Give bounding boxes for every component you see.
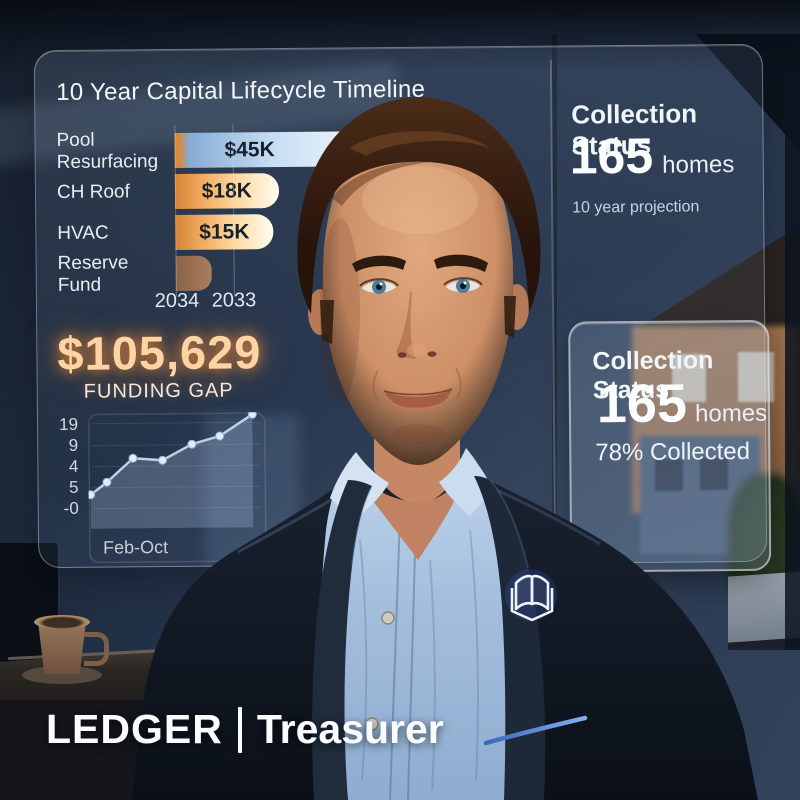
shirt-button (381, 611, 395, 625)
face (308, 118, 529, 465)
window-frame-left (552, 34, 557, 650)
open-book-logo-icon (505, 569, 557, 622)
saucer (22, 666, 102, 684)
right-eyebrow (434, 254, 488, 272)
coffee-mug-handle (84, 632, 109, 666)
right-eye (443, 277, 483, 293)
trend-area-chart (87, 412, 267, 564)
shirt-button (365, 717, 379, 731)
brand-role: Treasurer (256, 706, 444, 752)
ceiling-shadow (0, 0, 800, 72)
house-window (738, 352, 774, 402)
brand-wordmark: LEDGER Treasurer (46, 706, 444, 753)
left-eye (359, 278, 399, 294)
window-frame-right (785, 34, 800, 650)
house-window (672, 354, 706, 402)
left-eyebrow (352, 255, 406, 272)
pocket-square-trim (483, 715, 588, 746)
brand-name: LEDGER (46, 706, 223, 752)
house-window-dark (655, 459, 683, 491)
coffee-mug (38, 622, 86, 674)
house-window-dark (700, 458, 728, 490)
mouth (383, 388, 453, 411)
shirt (317, 458, 509, 800)
suit-lapels (312, 476, 546, 800)
brand-separator (237, 706, 242, 753)
dashboard-glass-panel: 10 Year Capital Lifecycle Timeline Pool … (33, 43, 772, 573)
coffee-mug-rim (34, 615, 90, 629)
nose (396, 292, 437, 359)
hair (297, 97, 541, 344)
shirt-placket (389, 515, 417, 800)
